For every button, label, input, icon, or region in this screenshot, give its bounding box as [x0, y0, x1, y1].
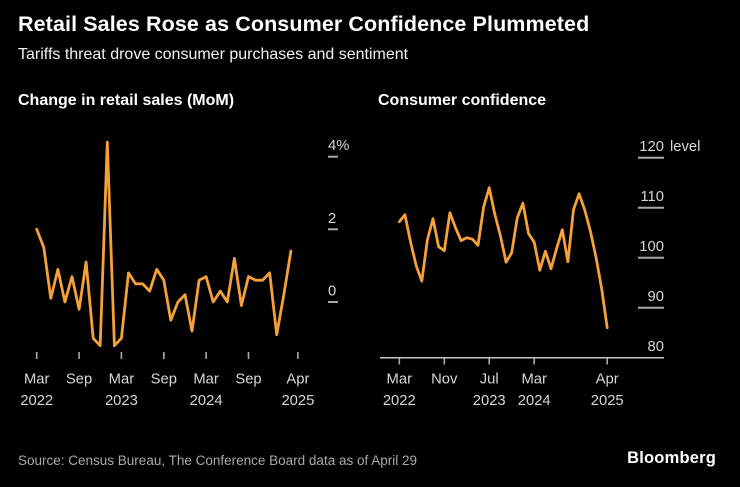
x-axis-label-month: Mar — [521, 372, 547, 388]
y-axis-label: 120 — [639, 139, 664, 155]
x-axis-label-year: 2023 — [473, 393, 506, 409]
y-axis-label: 110 — [640, 189, 664, 205]
x-axis-label-year: 2023 — [105, 393, 138, 409]
x-axis-label-year: 2022 — [20, 393, 53, 409]
y-axis-label: 0 — [328, 284, 336, 300]
series-line — [35, 140, 293, 348]
y-axis-label: 2 — [328, 211, 336, 227]
y-axis-label: 90 — [648, 289, 664, 305]
x-axis-label-year: 2024 — [190, 393, 223, 409]
y-axis: 120 level 110 100 90 80 — [638, 139, 700, 355]
x-axis-label-month: Sep — [235, 372, 261, 388]
source-note: Source: Census Bureau, The Conference Bo… — [18, 453, 417, 468]
consumer-confidence-line-chart: 120 level 110 100 90 80 Mar 2022 Nov Jul 2023 Mar 20… — [380, 139, 700, 409]
page-subtitle: Tariffs threat drove consumer purchases … — [18, 46, 409, 63]
x-axis-label-month: Apr — [286, 372, 309, 388]
y-axis-unit-label: level — [670, 139, 700, 155]
x-axis-label-month: Mar — [109, 372, 135, 388]
x-axis-label-month: Jul — [480, 372, 499, 388]
x-axis-label-year: 2024 — [518, 393, 551, 409]
x-axis-label-month: Nov — [431, 372, 458, 388]
x-axis-label-year: 2025 — [281, 393, 314, 409]
retail-sales-line-chart: 4% 2 0 Mar 2022 Sep Mar 2023 Sep Mar 2024 Sep Apr 202… — [20, 138, 349, 409]
y-axis: 4% 2 0 — [328, 138, 349, 303]
page-title: Retail Sales Rose as Consumer Confidence… — [18, 12, 590, 36]
x-axis-label-month: Mar — [387, 372, 413, 388]
x-axis: Mar 2022 Sep Mar 2023 Sep Mar 2024 Sep Apr 2025 — [20, 352, 314, 409]
y-axis-label: 100 — [639, 239, 664, 255]
y-axis-label: 80 — [648, 339, 664, 355]
x-axis-label-year: 2022 — [383, 393, 416, 409]
x-axis-label-month: Mar — [193, 372, 219, 388]
retail-sales-panel-title: Change in retail sales (MoM) — [18, 92, 235, 109]
series-line — [397, 186, 609, 330]
bloomberg-logo: Bloomberg — [627, 449, 716, 467]
x-axis-label-year: 2025 — [591, 393, 624, 409]
x-axis-label-month: Apr — [596, 372, 619, 388]
y-axis-label: 4% — [328, 138, 349, 154]
consumer-confidence-panel-title: Consumer confidence — [378, 92, 547, 109]
x-axis-label-month: Mar — [24, 372, 50, 388]
x-axis-label-month: Sep — [66, 372, 92, 388]
x-axis-label-month: Sep — [151, 372, 177, 388]
x-axis: Mar 2022 Nov Jul 2023 Mar 2024 Apr 2025 — [383, 358, 624, 409]
